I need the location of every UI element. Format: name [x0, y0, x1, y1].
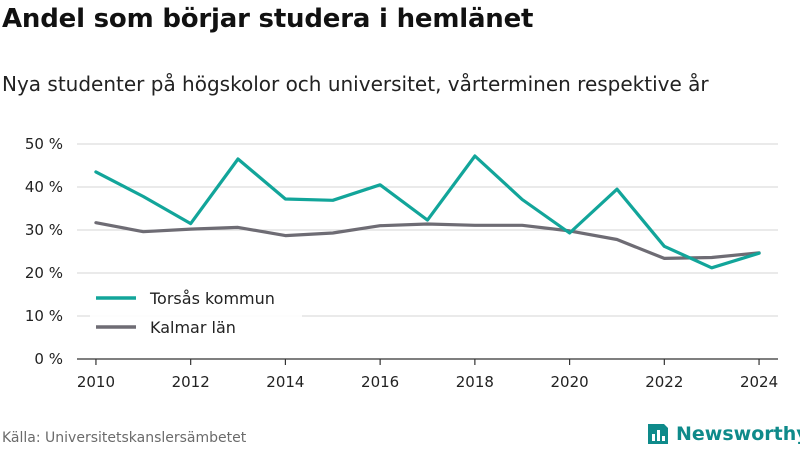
series-line-kalmar: [94, 221, 761, 260]
y-tick-label: 10 %: [25, 307, 63, 325]
legend-label: Kalmar län: [150, 318, 236, 337]
x-tick-label: 2018: [456, 373, 494, 391]
legend-box: [90, 284, 302, 344]
brand-name: Newsworthy: [676, 423, 800, 445]
x-tick-label: 2012: [172, 373, 210, 391]
legend-label: Torsås kommun: [149, 289, 275, 308]
x-tick-label: 2020: [551, 373, 589, 391]
chart-title: Andel som börjar studera i hemlänet: [2, 4, 534, 34]
x-tick-label: 2016: [361, 373, 399, 391]
chart-subtitle: Nya studenter på högskolor och universit…: [2, 72, 709, 96]
brand-logo: Newsworthy: [644, 420, 800, 448]
y-tick-label: 0 %: [34, 350, 63, 368]
series-line-torsas: [94, 154, 761, 270]
source-note: Källa: Universitetskanslersämbetet: [2, 430, 247, 446]
x-tick-label: 2024: [740, 373, 778, 391]
y-tick-label: 50 %: [25, 135, 63, 153]
y-tick-label: 20 %: [25, 264, 63, 282]
x-tick-label: 2010: [77, 373, 115, 391]
newsworthy-logo-icon: [648, 424, 668, 444]
y-tick-label: 30 %: [25, 221, 63, 239]
x-tick-label: 2022: [645, 373, 683, 391]
y-tick-label: 40 %: [25, 178, 63, 196]
x-tick-label: 2014: [266, 373, 304, 391]
